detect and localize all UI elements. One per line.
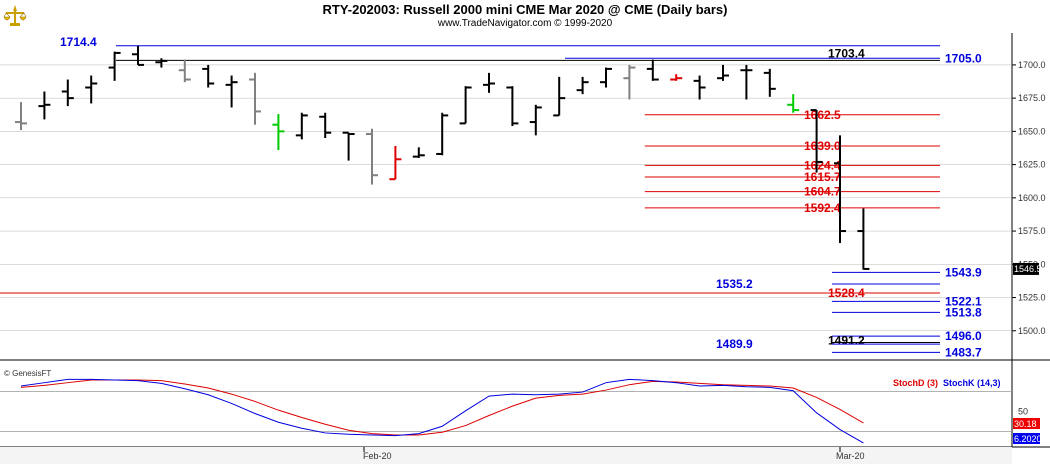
- chart-title: RTY-202003: Russell 2000 mini CME Mar 20…: [322, 2, 728, 17]
- ohlc-bar: [763, 68, 776, 97]
- ohlc-bar: [202, 64, 215, 88]
- price-level-label: 1615.7: [804, 170, 841, 184]
- price-level-label: 1522.1: [945, 294, 982, 308]
- price-level-label: 1705.0: [945, 51, 982, 65]
- ohlc-bar: [740, 64, 753, 100]
- price-level-label: 1483.7: [945, 345, 982, 359]
- price-level-label: 1535.2: [716, 277, 753, 291]
- price-tick-label: 1625.0: [1018, 160, 1046, 170]
- price-level-label: 1662.5: [804, 108, 841, 122]
- price-tick-label: 1500.0: [1018, 326, 1046, 336]
- price-level-label: 1703.4: [828, 46, 865, 60]
- last-price-label: 1546.5: [1014, 264, 1042, 274]
- chart-header: RTY-202003: Russell 2000 mini CME Mar 20…: [0, 0, 1050, 32]
- stoch-value-label: 6.2020: [1014, 434, 1042, 444]
- ohlc-bar: [38, 91, 51, 120]
- price-tick-label: 1600.0: [1018, 193, 1046, 203]
- ohlc-bar: [155, 58, 168, 68]
- ohlc-bar: [506, 86, 519, 127]
- stoch-line-d: [20, 379, 864, 436]
- chart-frame: [0, 33, 1050, 464]
- x-axis-band: [0, 447, 1012, 464]
- ohlc-bar: [857, 208, 870, 270]
- gold-pan-scale-icon: [3, 5, 27, 26]
- ohlc-bar: [810, 109, 823, 173]
- ohlc-bar: [553, 76, 566, 117]
- ohlc-bar: [600, 67, 612, 88]
- last-price-box: [1013, 262, 1039, 275]
- price-levels: 1714.4 1703.4 1705.0 1662.5 1639.0 1624.41615…: [0, 35, 982, 359]
- price-axis: 1700.01675.01650.01625.01600.01575.01550…: [1012, 60, 1046, 336]
- ohlc-bar: [295, 112, 308, 140]
- ohlc-bars: [15, 45, 870, 270]
- price-tick-label: 1700.0: [1018, 60, 1046, 70]
- ohlc-bar: [459, 86, 472, 125]
- ohlc-bar: [436, 112, 449, 156]
- stoch-legend-k: StochK (14,3): [943, 378, 1001, 388]
- ohlc-bar: [249, 72, 261, 125]
- ohlc-bar: [834, 135, 846, 244]
- ohlc-bar: [529, 104, 542, 136]
- stoch-value-label: 30.18: [1014, 419, 1037, 429]
- ohlc-bar: [272, 114, 285, 150]
- price-level-label: 1528.4: [828, 286, 865, 300]
- ohlc-bar: [670, 74, 683, 81]
- price-level-label: 1543.9: [945, 265, 982, 279]
- ohlc-bar: [132, 45, 144, 66]
- price-level-label: 1624.4: [804, 158, 841, 172]
- price-level-label: 1604.7: [804, 185, 841, 199]
- price-level-label: 1513.8: [945, 305, 982, 319]
- ohlc-bar: [366, 128, 378, 185]
- price-level-label: 1639.0: [804, 139, 841, 153]
- stochastic-panel: 50 StochD (3) 30.18 StochK (14,3) 6.2020: [0, 378, 1042, 444]
- stoch-tick-label: 50: [1018, 407, 1028, 417]
- ohlc-bar: [693, 75, 706, 100]
- ohlc-bar: [342, 131, 355, 161]
- ohlc-bar: [646, 59, 659, 81]
- ohlc-bar: [15, 102, 27, 131]
- chart-subtitle: www.TradeNavigator.com © 1999-2020: [437, 18, 613, 29]
- ohlc-bar: [61, 79, 74, 107]
- ohlc-bar: [319, 112, 332, 139]
- price-level-label: 1496.0: [945, 329, 982, 343]
- ohlc-bar: [412, 147, 425, 158]
- ohlc-bar: [178, 59, 191, 83]
- genesis-credit: © GenesisFT: [4, 369, 51, 378]
- ohlc-bar: [389, 145, 402, 181]
- ohlc-bar: [225, 75, 238, 108]
- x-axis-label-mar: Mar-20: [836, 451, 865, 461]
- ohlc-bar: [787, 94, 800, 113]
- gridlines: [0, 64, 1012, 452]
- price-level-label: 1714.4: [60, 35, 97, 49]
- price-tick-label: 1575.0: [1018, 226, 1046, 236]
- stoch-value-box: [1013, 433, 1040, 444]
- price-level-label: 1491.2: [828, 333, 865, 347]
- stoch-legend-d: StochD (3): [893, 378, 938, 388]
- ohlc-bar: [576, 76, 589, 95]
- stoch-value-box: [1013, 418, 1040, 429]
- ohlc-bar: [108, 51, 121, 81]
- price-level-label: 1592.4: [804, 201, 841, 215]
- chart-background: [0, 33, 1050, 464]
- stoch-line-k: [20, 378, 864, 444]
- ohlc-bar: [85, 75, 98, 104]
- price-tick-label: 1675.0: [1018, 93, 1046, 103]
- price-level-label: 1489.9: [716, 337, 753, 351]
- ohlc-bar: [717, 64, 729, 81]
- price-tick-label: 1650.0: [1018, 126, 1046, 136]
- x-axis-label-feb: Feb-20: [363, 451, 392, 461]
- ohlc-bar: [483, 72, 495, 93]
- ohlc-bar: [623, 64, 636, 100]
- price-tick-label: 1525.0: [1018, 293, 1046, 303]
